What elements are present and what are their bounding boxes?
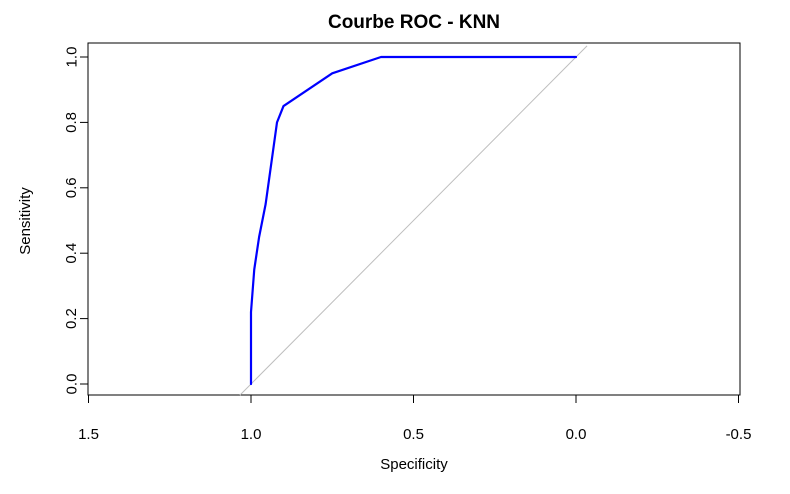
x-axis: 1.5 1.0 0.5 0.0 -0.5	[78, 394, 752, 443]
y-tick-label: 1.0	[63, 47, 80, 68]
y-axis: 0.0 0.2 0.4 0.6 0.8 1.0	[63, 47, 89, 395]
chart-title: Courbe ROC - KNN	[328, 12, 500, 33]
y-tick-label: 0.6	[63, 177, 80, 198]
x-tick-label: 1.0	[241, 426, 262, 443]
roc-curve-line	[249, 55, 578, 386]
x-tick-label: 0.0	[566, 426, 587, 443]
y-tick-label: 0.2	[63, 308, 80, 329]
reference-diagonal-layer	[239, 45, 588, 396]
x-axis-label: Specificity	[380, 456, 448, 473]
y-tick-label: 0.4	[63, 243, 80, 264]
series-layer	[249, 55, 578, 386]
reference-diagonal	[239, 45, 588, 396]
x-tick-label: 1.5	[78, 426, 99, 443]
y-tick-label: 0.0	[63, 374, 80, 395]
y-tick-label: 0.8	[63, 112, 80, 133]
plot-frame	[87, 42, 741, 396]
y-axis-label: Sensitivity	[17, 187, 34, 255]
x-tick-label: -0.5	[726, 426, 752, 443]
x-tick-label: 0.5	[403, 426, 424, 443]
